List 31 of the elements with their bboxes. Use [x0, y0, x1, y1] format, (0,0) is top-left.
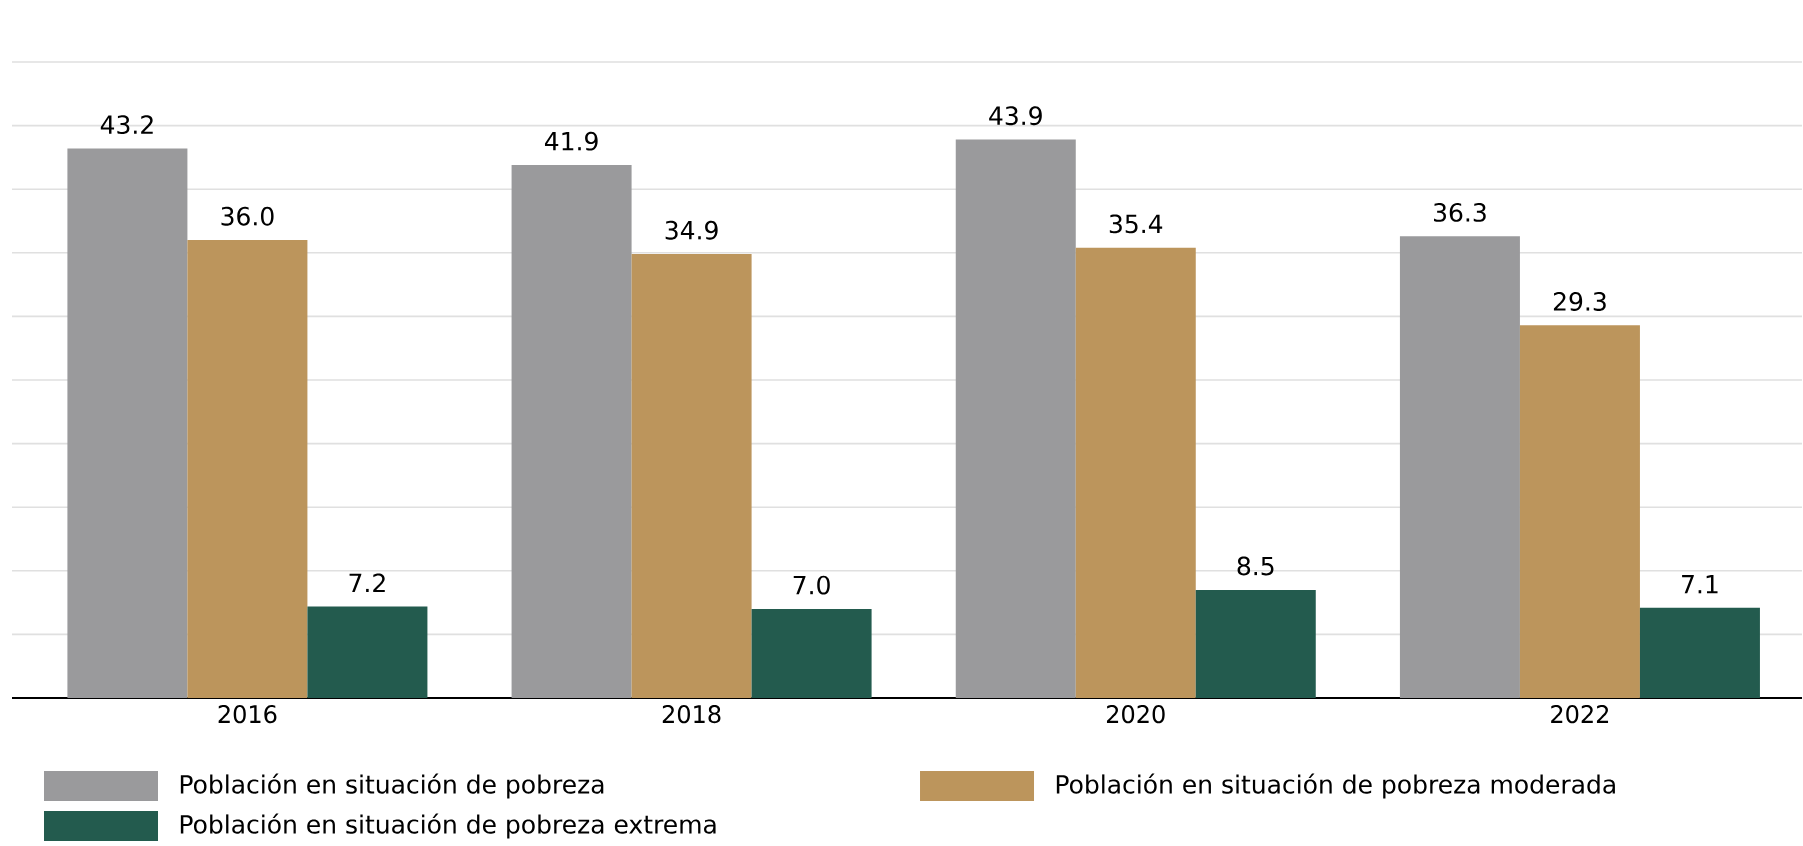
bar: [1639, 607, 1760, 698]
bar: [751, 608, 872, 698]
data-label: 36.0: [221, 206, 274, 226]
data-label: 41.9: [544, 131, 598, 151]
data-label: 43.2: [100, 115, 153, 135]
data-label: 43.9: [989, 106, 1042, 126]
data-label: 34.9: [665, 220, 718, 240]
bar: [1519, 325, 1640, 698]
legend-label: Población en situación de pobreza: [180, 773, 604, 799]
legend-label: Población en situación de pobreza extrema: [180, 813, 716, 839]
data-label: 7.1: [1682, 575, 1718, 594]
data-label: 36.3: [1434, 202, 1486, 222]
bar: [631, 254, 752, 698]
bar: [955, 139, 1076, 698]
data-label: 7.2: [349, 573, 385, 593]
data-label: 7.0: [793, 575, 830, 595]
bar: [1075, 247, 1196, 698]
bar: [1399, 236, 1520, 698]
bar: [67, 148, 188, 698]
data-label: 8.5: [1237, 556, 1274, 576]
bar: [187, 240, 308, 698]
x-tick-label: 2016: [218, 705, 277, 724]
data-label: 35.4: [1109, 214, 1163, 234]
x-tick-label: 2020: [1106, 705, 1165, 724]
data-label: 29.3: [1553, 291, 1606, 311]
bar: [511, 165, 632, 698]
x-tick-label: 2022: [1551, 705, 1609, 724]
bar: [307, 606, 428, 698]
bar: [1195, 589, 1316, 698]
x-tick-label: 2018: [662, 705, 721, 724]
legend-label: Población en situación de pobreza moderada: [1056, 773, 1615, 799]
